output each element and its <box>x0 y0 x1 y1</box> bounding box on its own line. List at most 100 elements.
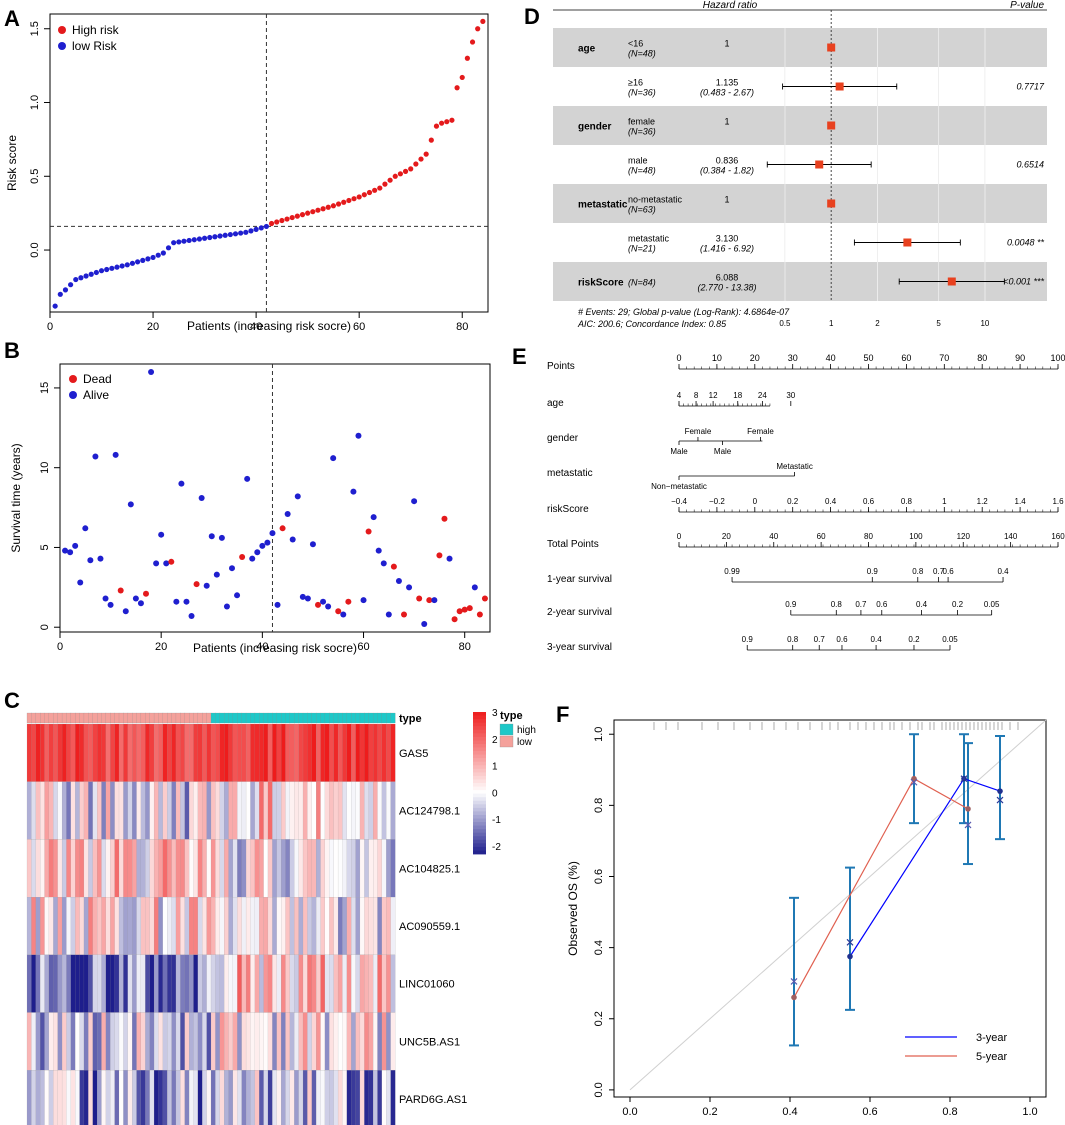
heatmap-cell <box>79 954 85 1013</box>
row-band <box>553 106 1047 145</box>
heatmap-cell <box>219 723 225 782</box>
heatmap-cell <box>175 781 181 840</box>
colorbar-tick-label: -1 <box>492 815 501 826</box>
heatmap-cell <box>311 781 317 840</box>
heatmap-cell <box>237 897 243 955</box>
heatmap-cell <box>61 1070 67 1125</box>
type-legend-low-label: low <box>517 737 533 748</box>
heatmap-cell <box>114 897 120 955</box>
heatmap-cell <box>162 723 168 782</box>
risk-point <box>346 197 352 204</box>
heatmap-cell <box>167 1070 172 1125</box>
heatmap-cell <box>342 839 348 898</box>
heatmap-cell <box>110 1070 115 1125</box>
heatmap-cell <box>57 1012 63 1071</box>
colorbar-step <box>473 839 486 844</box>
heatmap-cell <box>351 839 356 898</box>
heatmap-cell <box>149 781 155 840</box>
heatmap-cell <box>307 839 313 898</box>
risk-point <box>253 226 259 232</box>
heatmap-cell <box>320 723 326 782</box>
type-cell <box>372 712 378 724</box>
heatmap-cell <box>294 781 299 840</box>
heatmap-cell <box>136 1070 142 1125</box>
heatmap-cell <box>263 954 269 1013</box>
heatmap-cell <box>329 954 335 1013</box>
heatmap-cell <box>149 954 155 1013</box>
type-cell <box>180 712 186 724</box>
colorbar-step <box>473 765 486 770</box>
footnote-events: # Events: 29; Global p-value (Log-Rank):… <box>578 307 790 317</box>
heatmap-cell <box>281 723 286 782</box>
alive-point <box>163 560 170 567</box>
type-cell <box>202 712 208 724</box>
dead-point <box>441 515 448 522</box>
heatmap-cell <box>359 1070 365 1125</box>
heatmap-cell <box>364 954 370 1013</box>
heatmap-cell <box>351 1070 356 1125</box>
heatmap-cell <box>342 781 348 840</box>
scale-tick-label: 0.4 <box>825 497 837 506</box>
type-cell <box>149 712 155 724</box>
heatmap-cell <box>307 723 313 782</box>
heatmap-cell <box>132 954 137 1013</box>
nomogram-row-label: 1-year survival <box>547 574 612 585</box>
heatmap-cell <box>359 781 365 840</box>
colorbar-step <box>473 758 486 763</box>
heatmap-cell <box>355 1070 361 1125</box>
alive-point <box>259 542 266 549</box>
dead-point <box>456 608 463 615</box>
heatmap-cell <box>342 723 348 782</box>
risk-point <box>294 213 300 219</box>
risk-point <box>135 259 141 265</box>
heatmap-cell <box>206 839 212 898</box>
heatmap-cell <box>105 1070 111 1125</box>
heatmap-cell <box>35 839 41 898</box>
heatmap-cell <box>333 1012 339 1071</box>
heatmap-cell <box>373 897 378 955</box>
heatmap-cell <box>307 897 313 955</box>
heatmap-cell <box>316 897 321 955</box>
heatmap-cell <box>337 781 343 840</box>
heatmap-cell <box>44 1012 50 1071</box>
risk-point <box>475 26 481 32</box>
heatmap-cell <box>153 954 159 1013</box>
heatmap-cell <box>377 954 383 1013</box>
heatmap-cell <box>53 839 59 898</box>
heatmap-cell <box>184 839 190 898</box>
heatmap-cell <box>180 839 186 898</box>
nomogram-row-label: metastatic <box>547 468 593 479</box>
heatmap-cell <box>285 1070 291 1125</box>
heatmap-cell <box>127 781 133 840</box>
heatmap-cell <box>83 954 89 1013</box>
alive-point <box>320 598 327 605</box>
heatmap-cell <box>210 1070 216 1125</box>
heatmap-cell <box>105 839 111 898</box>
heatmap-cell <box>193 897 199 955</box>
heatmap-cell <box>316 839 321 898</box>
heatmap-cell <box>324 723 330 782</box>
heatmap-cell <box>281 839 286 898</box>
heatmap-cell <box>40 954 45 1013</box>
heatmap-cell <box>359 839 365 898</box>
risk-point <box>57 291 63 297</box>
y-tick-label: 10 <box>39 462 51 474</box>
scale-tick-label: 0.05 <box>942 635 958 644</box>
legend-alive-label: Alive <box>83 388 109 402</box>
heatmap-cell <box>31 897 37 955</box>
scale-tick-label: 0.6 <box>836 635 848 644</box>
heatmap-cell <box>123 781 129 840</box>
scale-tick-label: 160 <box>1051 532 1065 541</box>
risk-point <box>402 168 409 174</box>
heatmap-cell <box>316 1070 321 1125</box>
heatmap-cell <box>75 781 80 840</box>
type-legend-high-swatch <box>499 723 514 736</box>
heatmap-cell <box>101 1012 107 1071</box>
panel-label-f: F <box>556 702 569 727</box>
risk-point <box>444 119 450 125</box>
heatmap-cell <box>140 723 146 782</box>
legend-3yr-label: 3-year <box>976 1032 1008 1044</box>
scale-tick-label: 10 <box>712 353 722 363</box>
type-cell <box>153 712 159 724</box>
